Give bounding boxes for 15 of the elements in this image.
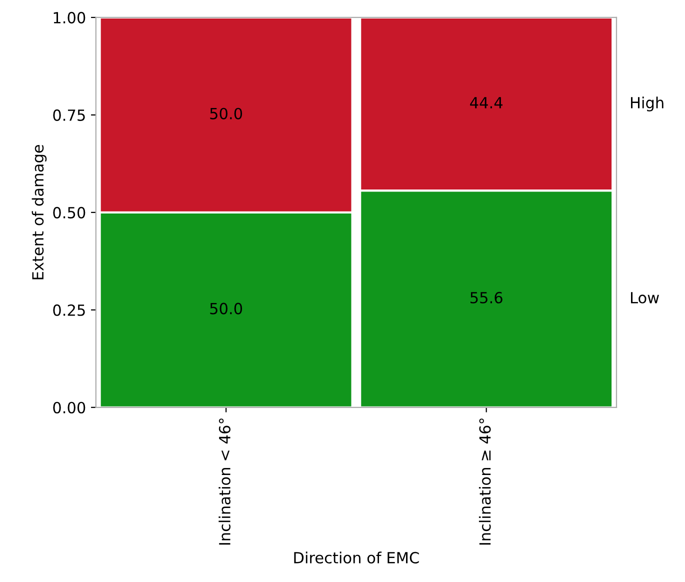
y-tick-label: 0.00 xyxy=(53,402,86,414)
x-tick-label: Inclination < 46° xyxy=(218,418,230,545)
annotation: 55.6 xyxy=(470,292,502,304)
annotation: 50.0 xyxy=(210,302,242,314)
annotation: 44.4 xyxy=(470,97,502,108)
y-tick-label: 0.25 xyxy=(53,304,85,316)
x-tick-label: Inclination ≥ 46° xyxy=(478,418,491,545)
annotation: 50.0 xyxy=(210,108,242,120)
series-label: High xyxy=(631,96,664,112)
x-axis-title: Direction of EMC xyxy=(294,552,419,564)
y-tick-label: 1.00 xyxy=(54,12,86,24)
y-tick-label: 0.50 xyxy=(53,206,86,218)
y-tick-label: 0.75 xyxy=(53,109,85,121)
y-axis-title: Extent of damage xyxy=(32,144,47,280)
series-label: Low xyxy=(631,292,659,304)
